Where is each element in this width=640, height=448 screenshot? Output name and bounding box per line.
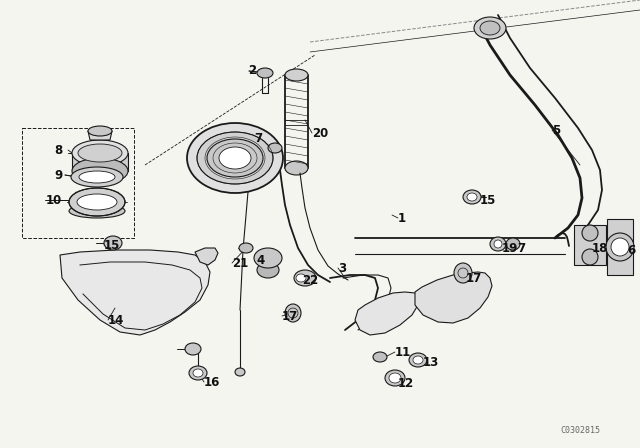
Ellipse shape: [88, 126, 112, 136]
Ellipse shape: [454, 263, 472, 283]
Ellipse shape: [268, 143, 282, 153]
Ellipse shape: [385, 370, 405, 386]
Ellipse shape: [189, 366, 207, 380]
Text: 13: 13: [423, 356, 439, 369]
Ellipse shape: [193, 369, 203, 377]
Ellipse shape: [257, 262, 279, 278]
Text: 7: 7: [517, 241, 525, 254]
Ellipse shape: [187, 123, 283, 193]
Ellipse shape: [185, 343, 201, 355]
Text: 16: 16: [204, 375, 220, 388]
Polygon shape: [574, 225, 606, 265]
Polygon shape: [355, 292, 420, 335]
Text: 17: 17: [466, 271, 483, 284]
Polygon shape: [88, 131, 112, 140]
Ellipse shape: [285, 161, 308, 175]
Text: 22: 22: [302, 273, 318, 287]
Text: 20: 20: [312, 126, 328, 139]
Ellipse shape: [79, 171, 115, 183]
Ellipse shape: [296, 274, 306, 282]
Text: 19: 19: [502, 241, 518, 254]
Text: 3: 3: [338, 262, 346, 275]
Ellipse shape: [72, 140, 128, 166]
Polygon shape: [415, 272, 492, 323]
Ellipse shape: [235, 368, 245, 376]
Text: 9: 9: [54, 168, 62, 181]
Ellipse shape: [373, 352, 387, 362]
Polygon shape: [607, 219, 633, 275]
Ellipse shape: [294, 270, 316, 286]
Ellipse shape: [490, 237, 506, 251]
Text: 17: 17: [282, 310, 298, 323]
Ellipse shape: [69, 188, 125, 216]
Polygon shape: [60, 250, 210, 335]
Ellipse shape: [494, 240, 502, 248]
Text: 8: 8: [54, 143, 62, 156]
Text: 15: 15: [480, 194, 497, 207]
Ellipse shape: [197, 132, 273, 184]
Text: 15: 15: [104, 238, 120, 251]
Ellipse shape: [474, 17, 506, 39]
Text: 21: 21: [232, 257, 248, 270]
Ellipse shape: [239, 243, 253, 253]
Ellipse shape: [77, 194, 117, 210]
Ellipse shape: [285, 69, 308, 81]
Text: 14: 14: [108, 314, 124, 327]
Text: 5: 5: [552, 124, 560, 137]
Ellipse shape: [78, 144, 122, 162]
Text: 7: 7: [254, 132, 262, 145]
Polygon shape: [72, 153, 128, 171]
Ellipse shape: [506, 238, 520, 250]
Ellipse shape: [219, 147, 251, 169]
Ellipse shape: [606, 233, 634, 261]
Ellipse shape: [611, 238, 629, 256]
Ellipse shape: [409, 353, 427, 367]
Ellipse shape: [285, 304, 301, 322]
Ellipse shape: [71, 167, 123, 187]
Text: 2: 2: [248, 64, 256, 77]
Ellipse shape: [480, 21, 500, 35]
Text: 11: 11: [395, 345, 412, 358]
Text: C0302815: C0302815: [560, 426, 600, 435]
Text: 1: 1: [398, 211, 406, 224]
Text: 18: 18: [592, 241, 609, 254]
Ellipse shape: [207, 139, 263, 177]
Ellipse shape: [69, 204, 125, 218]
Ellipse shape: [254, 248, 282, 268]
Ellipse shape: [389, 373, 401, 383]
Ellipse shape: [257, 68, 273, 78]
Text: 10: 10: [46, 194, 62, 207]
Text: 4: 4: [256, 254, 264, 267]
Polygon shape: [195, 248, 218, 265]
Bar: [22, 128, 134, 238]
Ellipse shape: [104, 236, 122, 250]
Ellipse shape: [582, 225, 598, 241]
Ellipse shape: [582, 249, 598, 265]
Ellipse shape: [72, 158, 128, 184]
Text: 12: 12: [398, 376, 414, 389]
Ellipse shape: [467, 193, 477, 201]
Ellipse shape: [463, 190, 481, 204]
Text: 6: 6: [627, 244, 636, 257]
Ellipse shape: [413, 356, 423, 364]
